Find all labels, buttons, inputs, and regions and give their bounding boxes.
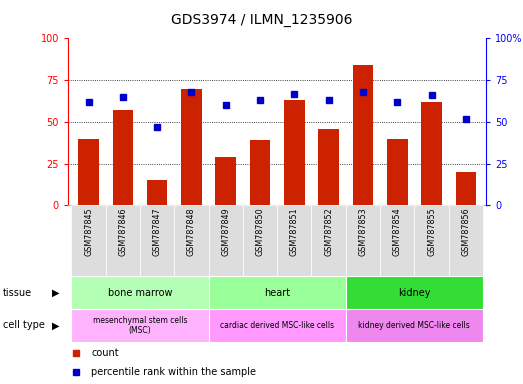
Bar xyxy=(449,205,483,276)
Text: tissue: tissue xyxy=(3,288,32,298)
Bar xyxy=(380,205,414,276)
Text: GSM787855: GSM787855 xyxy=(427,208,436,257)
Bar xyxy=(147,180,167,205)
Text: cardiac derived MSC-like cells: cardiac derived MSC-like cells xyxy=(220,321,334,330)
Text: GSM787849: GSM787849 xyxy=(221,208,230,256)
Text: bone marrow: bone marrow xyxy=(108,288,172,298)
Bar xyxy=(346,276,483,309)
Text: GSM787848: GSM787848 xyxy=(187,208,196,256)
Text: kidney: kidney xyxy=(398,288,430,298)
Bar xyxy=(319,129,339,205)
Text: GSM787845: GSM787845 xyxy=(84,208,93,256)
Bar xyxy=(277,205,312,276)
Bar xyxy=(72,309,209,342)
Bar xyxy=(421,102,442,205)
Text: GSM787850: GSM787850 xyxy=(256,208,265,256)
Bar xyxy=(346,309,483,342)
Text: kidney derived MSC-like cells: kidney derived MSC-like cells xyxy=(358,321,470,330)
Bar xyxy=(284,100,304,205)
Text: percentile rank within the sample: percentile rank within the sample xyxy=(91,367,256,377)
Text: count: count xyxy=(91,348,119,358)
Text: GSM787851: GSM787851 xyxy=(290,208,299,256)
Text: ▶: ▶ xyxy=(52,320,60,331)
Bar xyxy=(312,205,346,276)
Bar xyxy=(250,140,270,205)
Text: GDS3974 / ILMN_1235906: GDS3974 / ILMN_1235906 xyxy=(170,13,353,27)
Bar xyxy=(346,205,380,276)
Bar xyxy=(174,205,209,276)
Text: cell type: cell type xyxy=(3,320,44,331)
Bar xyxy=(112,110,133,205)
Bar xyxy=(215,157,236,205)
Bar xyxy=(387,139,407,205)
Bar xyxy=(243,205,277,276)
Text: GSM787846: GSM787846 xyxy=(118,208,128,256)
Text: GSM787854: GSM787854 xyxy=(393,208,402,256)
Bar xyxy=(78,139,99,205)
Bar xyxy=(209,205,243,276)
Bar xyxy=(72,276,209,309)
Bar xyxy=(140,205,174,276)
Text: GSM787856: GSM787856 xyxy=(461,208,470,256)
Text: mesenchymal stem cells
(MSC): mesenchymal stem cells (MSC) xyxy=(93,316,187,335)
Text: ▶: ▶ xyxy=(52,288,60,298)
Bar xyxy=(353,65,373,205)
Bar xyxy=(456,172,476,205)
Bar xyxy=(106,205,140,276)
Text: heart: heart xyxy=(264,288,290,298)
Bar xyxy=(181,89,202,205)
Text: GSM787853: GSM787853 xyxy=(358,208,368,256)
Bar xyxy=(72,205,106,276)
Text: GSM787847: GSM787847 xyxy=(153,208,162,256)
Text: GSM787852: GSM787852 xyxy=(324,208,333,257)
Bar xyxy=(209,276,346,309)
Bar xyxy=(209,309,346,342)
Bar xyxy=(414,205,449,276)
